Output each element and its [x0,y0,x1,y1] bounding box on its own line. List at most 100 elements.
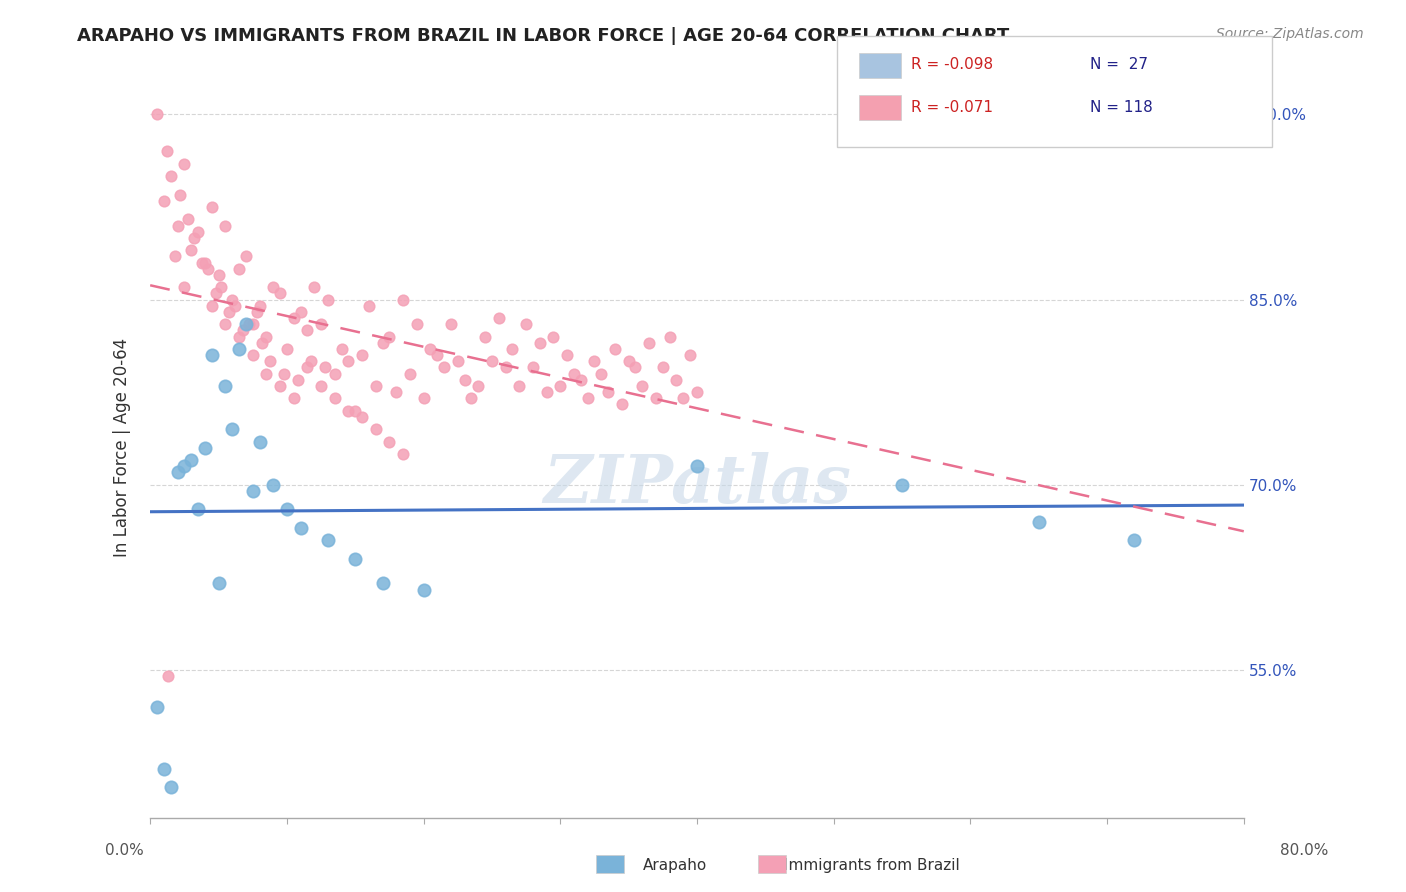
Point [242,483,264,498]
Point [474,329,496,343]
Text: N = 118: N = 118 [1090,100,1153,114]
Point [555,348,578,362]
Point [651,360,673,375]
Point [371,576,394,591]
Point [392,447,415,461]
Point [187,502,209,516]
Point [262,477,284,491]
Point [543,329,565,343]
Point [314,360,336,375]
Point [460,392,482,406]
Point [180,244,202,258]
Point [433,360,456,375]
Text: Immigrants from Brazil: Immigrants from Brazil [785,858,960,873]
Point [221,422,243,436]
Point [207,576,229,591]
Point [197,261,219,276]
Point [426,348,449,362]
Point [214,318,236,332]
Point [672,392,695,406]
Point [323,367,346,381]
Point [218,305,240,319]
Point [1123,533,1146,548]
Point [481,354,503,368]
Point [330,342,353,356]
Text: ARAPAHO VS IMMIGRANTS FROM BRAZIL IN LABOR FORCE | AGE 20-64 CORRELATION CHART: ARAPAHO VS IMMIGRANTS FROM BRAZIL IN LAB… [77,27,1010,45]
Point [173,157,195,171]
Point [378,434,401,449]
Point [276,342,298,356]
Point [302,280,325,294]
Point [357,299,380,313]
Point [214,219,236,233]
Point [440,318,463,332]
Point [254,329,277,343]
Point [290,305,312,319]
Point [529,335,551,350]
Point [364,422,387,436]
Point [515,318,537,332]
Point [591,367,613,381]
Point [631,379,654,393]
Point [603,342,626,356]
Point [276,502,298,516]
Point [447,354,470,368]
Point [686,385,709,400]
Point [371,335,394,350]
Point [156,669,179,683]
Point [153,762,176,776]
Point [562,367,585,381]
Text: ZIPatlas: ZIPatlas [543,452,851,517]
Point [323,392,346,406]
Point [201,299,224,313]
Text: Arapaho: Arapaho [643,858,707,873]
Point [290,521,312,535]
Point [273,367,295,381]
Point [153,194,176,208]
Point [194,255,217,269]
Point [283,392,305,406]
Point [194,441,217,455]
Text: 0.0%: 0.0% [105,843,145,858]
Point [392,293,415,307]
Point [180,453,202,467]
Point [352,348,374,362]
Y-axis label: In Labor Force | Age 20-64: In Labor Force | Age 20-64 [114,338,131,558]
Point [209,280,232,294]
Point [344,403,367,417]
Point [242,348,264,362]
Point [169,187,191,202]
Point [316,533,339,548]
Point [419,342,441,356]
Point [412,582,434,597]
Point [309,379,332,393]
Point [309,318,332,332]
Point [378,329,401,343]
Point [201,348,224,362]
Point [467,379,489,393]
Point [173,280,195,294]
Point [665,373,688,387]
Point [583,354,606,368]
Point [508,379,530,393]
Point [297,360,319,375]
Point [337,354,360,368]
Point [249,299,271,313]
Point [166,466,188,480]
Point [598,385,620,400]
Point [183,231,205,245]
Point [679,348,702,362]
Point [536,385,558,400]
Point [658,329,681,343]
Point [207,268,229,282]
Point [405,318,427,332]
Point [242,318,264,332]
Point [146,699,169,714]
Point [569,373,592,387]
Point [232,323,254,337]
Point [246,305,269,319]
Point [1028,515,1050,529]
Point [163,249,186,263]
Point [235,249,257,263]
Point [297,323,319,337]
